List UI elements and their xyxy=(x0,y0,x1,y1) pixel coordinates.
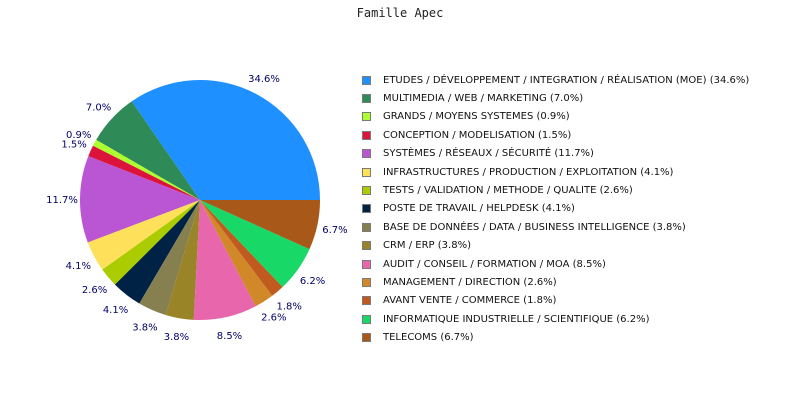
legend-label: AVANT VENTE / COMMERCE (1.8%) xyxy=(383,295,557,307)
legend-item: TELECOMS (6.7%) xyxy=(362,331,474,345)
slice-value-label: 1.5% xyxy=(61,140,86,151)
pie-slice xyxy=(88,145,200,200)
pie-slice xyxy=(200,200,320,250)
legend-item: SYSTÈMES / RÉSEAUX / SÉCURITÉ (11.7%) xyxy=(362,147,594,161)
legend-item: MULTIMEDIA / WEB / MARKETING (7.0%) xyxy=(362,91,583,105)
slice-value-label: 4.1% xyxy=(103,305,128,316)
slice-value-label: 7.0% xyxy=(86,102,111,113)
legend-swatch xyxy=(362,204,371,214)
legend-item: GRANDS / MOYENS SYSTEMES (0.9%) xyxy=(362,110,570,124)
legend-item: POSTE DE TRAVAIL / HELPDESK (4.1%) xyxy=(362,202,575,216)
legend-item: INFRASTRUCTURES / PRODUCTION / EXPLOITAT… xyxy=(362,165,673,179)
legend-swatch xyxy=(362,75,371,85)
legend-swatch xyxy=(362,167,371,177)
legend-swatch xyxy=(362,241,371,251)
legend-item: INFORMATIQUE INDUSTRIELLE / SCIENTIFIQUE… xyxy=(362,312,649,326)
legend-label: BASE DE DONNÉES / DATA / BUSINESS INTELL… xyxy=(383,221,686,233)
legend-label: MANAGEMENT / DIRECTION (2.6%) xyxy=(383,276,557,288)
slice-value-label: 1.8% xyxy=(276,301,301,312)
pie-slice xyxy=(80,156,200,243)
legend-swatch xyxy=(362,277,371,287)
slice-value-label: 11.7% xyxy=(46,195,78,206)
pie-slice xyxy=(139,200,200,315)
legend-swatch xyxy=(362,130,371,140)
legend-label: ETUDES / DÉVELOPPEMENT / INTEGRATION / R… xyxy=(383,74,750,86)
slice-value-label: 4.1% xyxy=(66,261,91,272)
slice-value-label: 0.9% xyxy=(66,130,91,141)
legend-label: TESTS / VALIDATION / METHODE / QUALITE (… xyxy=(383,184,633,196)
pie-value-labels: 34.6% 7.0% 0.9%1.5% 11.7% 4.1% 2.6% 4.1% 3.8% 3.… xyxy=(46,74,348,343)
legend-item: ETUDES / DÉVELOPPEMENT / INTEGRATION / R… xyxy=(362,73,749,87)
legend-label: INFORMATIQUE INDUSTRIELLE / SCIENTIFIQUE… xyxy=(383,313,650,325)
legend-swatch xyxy=(362,314,371,324)
legend-item: BASE DE DONNÉES / DATA / BUSINESS INTELL… xyxy=(362,220,686,234)
pie-slice xyxy=(165,200,200,320)
slice-value-label: 34.6% xyxy=(248,74,280,85)
legend-label: POSTE DE TRAVAIL / HELPDESK (4.1%) xyxy=(383,203,575,215)
slice-value-label: 3.8% xyxy=(164,332,189,343)
slice-value-label: 8.5% xyxy=(217,331,242,342)
legend-label: SYSTÈMES / RÉSEAUX / SÉCURITÉ (11.7%) xyxy=(383,148,594,160)
legend-item: CRM / ERP (3.8%) xyxy=(362,239,471,253)
legend-label: INFRASTRUCTURES / PRODUCTION / EXPLOITAT… xyxy=(383,166,674,178)
pie-slice xyxy=(114,200,200,304)
legend-label: AUDIT / CONSEIL / FORMATION / MOA (8.5%) xyxy=(383,258,606,270)
legend-label: CRM / ERP (3.8%) xyxy=(383,240,471,252)
legend-label: MULTIMEDIA / WEB / MARKETING (7.0%) xyxy=(383,92,584,104)
legend-swatch xyxy=(362,259,371,269)
legend-label: TELECOMS (6.7%) xyxy=(383,332,474,344)
slice-value-label: 6.2% xyxy=(300,276,325,287)
slice-value-label: 2.6% xyxy=(82,285,107,296)
slice-value-label: 2.6% xyxy=(261,313,286,324)
pie-slices xyxy=(80,80,320,321)
legend-swatch xyxy=(362,222,371,232)
legend-item: TESTS / VALIDATION / METHODE / QUALITE (… xyxy=(362,183,633,197)
pie-slice xyxy=(193,200,256,321)
legend-swatch xyxy=(362,296,371,306)
pie-slice xyxy=(96,101,200,200)
slice-value-label: 6.7% xyxy=(322,225,347,236)
legend-item: CONCEPTION / MODELISATION (1.5%) xyxy=(362,128,571,142)
pie-slice xyxy=(200,200,273,307)
legend-swatch xyxy=(362,149,371,159)
pie-slice xyxy=(131,80,320,200)
slice-value-label: 3.8% xyxy=(132,323,157,334)
pie-slice xyxy=(87,200,200,270)
legend-label: CONCEPTION / MODELISATION (1.5%) xyxy=(383,129,572,141)
legend-swatch xyxy=(362,185,371,195)
legend-label: GRANDS / MOYENS SYSTEMES (0.9%) xyxy=(383,111,570,123)
pie-slice xyxy=(102,200,200,285)
legend-swatch xyxy=(362,93,371,103)
pie-slice xyxy=(92,139,200,200)
legend-swatch xyxy=(362,112,371,122)
pie-slice xyxy=(200,200,283,296)
legend-swatch xyxy=(362,333,371,343)
chart-title: Famille Apec xyxy=(356,6,444,20)
legend-item: AVANT VENTE / COMMERCE (1.8%) xyxy=(362,294,556,308)
legend-item: MANAGEMENT / DIRECTION (2.6%) xyxy=(362,275,557,289)
legend-item: AUDIT / CONSEIL / FORMATION / MOA (8.5%) xyxy=(362,257,606,271)
pie-slice xyxy=(200,200,310,288)
